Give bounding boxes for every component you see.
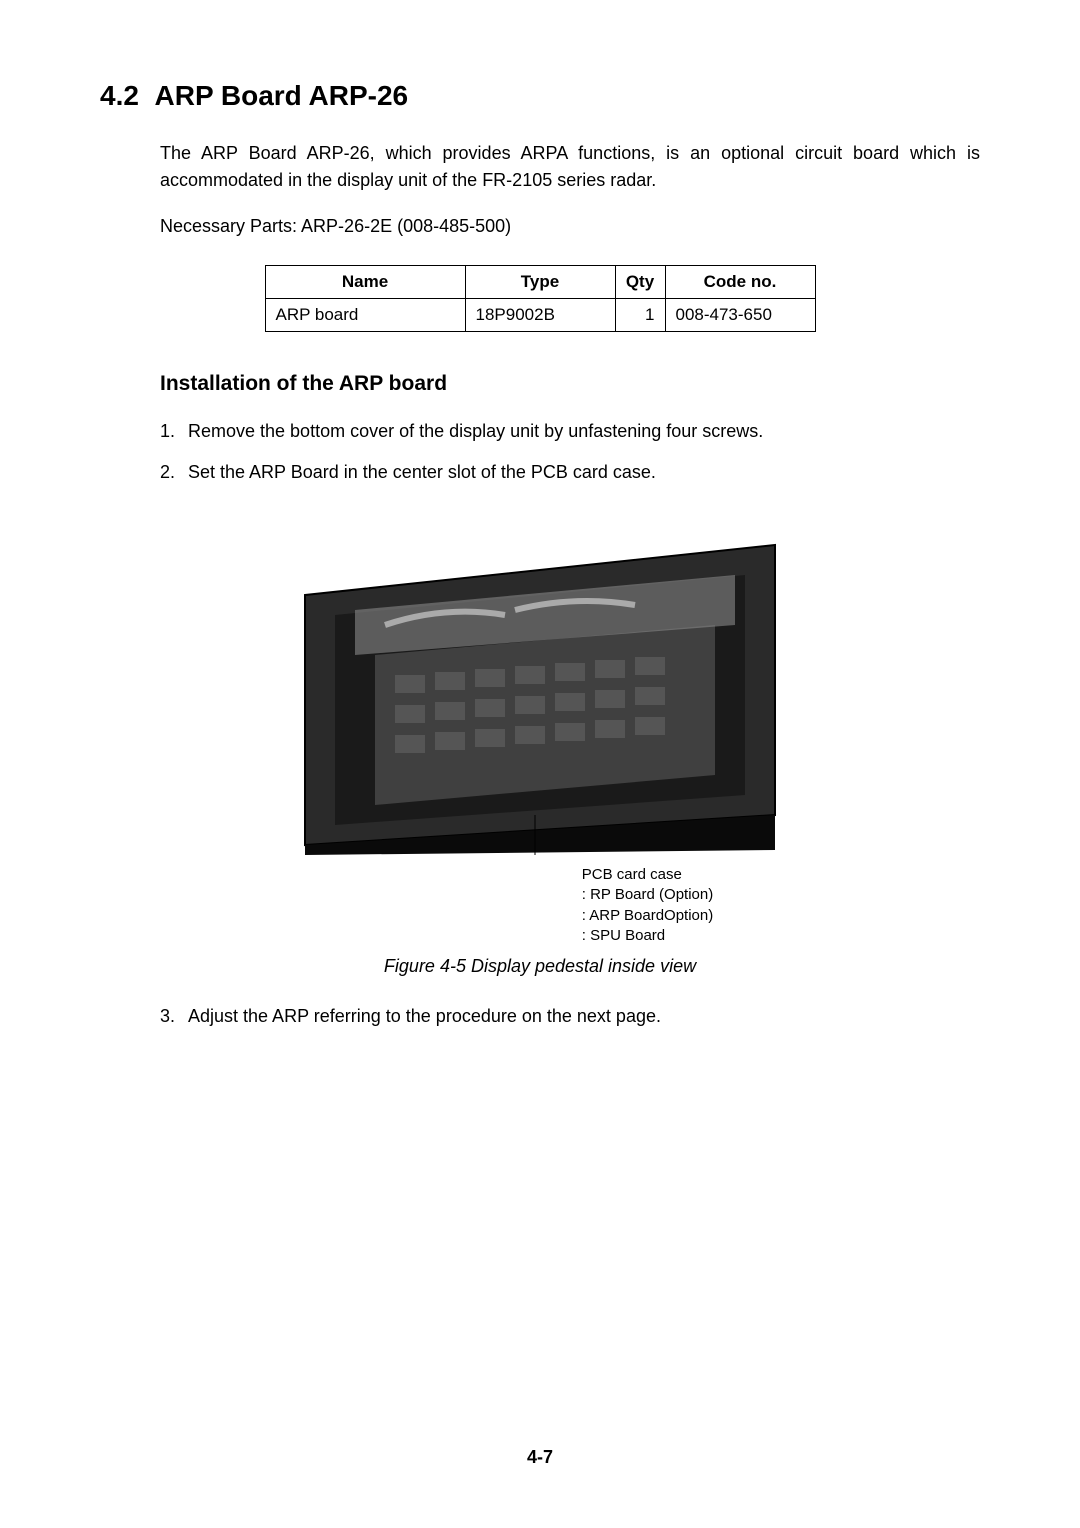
subsection-title: Installation of the ARP board [160, 372, 980, 396]
intro-paragraph: The ARP Board ARP-26, which provides ARP… [160, 140, 980, 194]
table-header-row: Name Type Qty Code no. [265, 266, 815, 299]
cell-qty: 1 [615, 299, 665, 332]
table-row: ARP board 18P9002B 1 008-473-650 [265, 299, 815, 332]
col-header-name: Name [265, 266, 465, 299]
col-header-qty: Qty [615, 266, 665, 299]
steps-list: Remove the bottom cover of the display u… [180, 416, 980, 487]
callout-line: : SPU Board [582, 926, 713, 946]
col-header-code: Code no. [665, 266, 815, 299]
device-photo [295, 515, 785, 855]
cell-name: ARP board [265, 299, 465, 332]
cell-type: 18P9002B [465, 299, 615, 332]
cell-code: 008-473-650 [665, 299, 815, 332]
col-header-type: Type [465, 266, 615, 299]
section-number: 4.2 [100, 80, 139, 111]
figure-block: PCB card case : RP Board (Option) : ARP … [100, 515, 980, 946]
figure-caption: Figure 4-5 Display pedestal inside view [100, 956, 980, 977]
steps-list-continued: Adjust the ARP referring to the procedur… [180, 1001, 980, 1032]
callout-line: PCB card case [582, 865, 713, 885]
callout-line: : ARP BoardOption) [582, 906, 713, 926]
figure-callouts: PCB card case : RP Board (Option) : ARP … [582, 865, 713, 946]
callout-line: : RP Board (Option) [582, 885, 713, 905]
parts-line: Necessary Parts: ARP-26-2E (008-485-500) [160, 216, 980, 237]
page-number: 4-7 [0, 1447, 1080, 1468]
parts-table: Name Type Qty Code no. ARP board 18P9002… [265, 265, 816, 332]
list-item: Set the ARP Board in the center slot of … [180, 457, 980, 488]
section-title: 4.2 ARP Board ARP-26 [100, 80, 980, 112]
list-item: Remove the bottom cover of the display u… [180, 416, 980, 447]
section-heading: ARP Board ARP-26 [155, 80, 409, 111]
list-item: Adjust the ARP referring to the procedur… [180, 1001, 980, 1032]
